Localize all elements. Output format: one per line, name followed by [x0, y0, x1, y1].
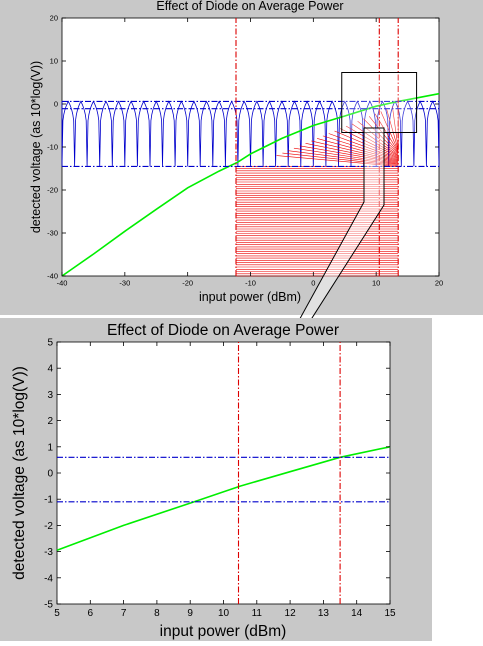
y-tick-label: -5: [44, 600, 53, 611]
top-chart-title: Effect of Diode on Average Power: [156, 0, 343, 13]
x-tick-label: 12: [285, 608, 297, 619]
x-tick-label: 13: [318, 608, 330, 619]
top-chart: -40 -30 -20 -10 0 10 20 -40 -30 -20 -10 0 10 20 Effec…: [0, 0, 483, 315]
x-tick-label: 0: [311, 279, 315, 288]
bottom-y-axis-title: detected voltage (as 10*log(V)): [11, 366, 28, 580]
bottom-x-axis-title: input power (dBm): [160, 623, 287, 640]
bottom-figure-panel: 5 6 7 8 9 10 11 12 13 14 15 -5 -4 -3 -2 -1 0 1 2 3 4 5 Effect…: [0, 318, 432, 646]
x-tick-label: -20: [182, 279, 193, 288]
y-tick-label: -40: [47, 272, 58, 281]
x-tick-label: 9: [187, 608, 193, 619]
y-tick-label: 2: [47, 416, 53, 427]
x-tick-label: 8: [154, 608, 160, 619]
top-x-axis-title: input power (dBm): [199, 290, 301, 304]
x-tick-label: 15: [384, 608, 396, 619]
top-y-axis-title: detected voltage (as 10*log(V)): [29, 61, 43, 233]
y-tick-label: -2: [44, 521, 53, 532]
y-tick-label: -10: [47, 143, 58, 152]
y-tick-label: 20: [50, 14, 58, 23]
y-tick-label: 5: [47, 338, 53, 349]
x-tick-label: -30: [119, 279, 130, 288]
y-tick-label: -20: [47, 186, 58, 195]
x-tick-label: 7: [121, 608, 127, 619]
bottom-plot-area: [56, 341, 391, 605]
y-tick-label: 10: [50, 57, 58, 66]
series-line-0: [61, 92, 440, 277]
y-tick-label: 0: [47, 469, 53, 480]
x-tick-label: -10: [245, 279, 256, 288]
x-tick-label: -40: [57, 279, 68, 288]
x-tick-label: 10: [218, 608, 230, 619]
top-figure-panel: -40 -30 -20 -10 0 10 20 -40 -30 -20 -10 0 10 20 Effec…: [0, 0, 483, 320]
x-tick-label: 5: [54, 608, 60, 619]
x-tick-label: 6: [88, 608, 94, 619]
y-tick-label: 0: [54, 100, 58, 109]
x-tick-label: 10: [372, 279, 380, 288]
x-tick-label: 14: [351, 608, 363, 619]
y-tick-label: -30: [47, 229, 58, 238]
x-tick-label: 20: [435, 279, 443, 288]
y-tick-label: 4: [47, 364, 53, 375]
y-tick-label: -1: [44, 495, 53, 506]
y-tick-label: 1: [47, 442, 53, 453]
x-tick-label: 11: [252, 608, 263, 619]
y-tick-label: -3: [44, 547, 53, 558]
y-tick-label: -4: [44, 573, 53, 584]
y-tick-label: 3: [47, 390, 53, 401]
bottom-chart-title: Effect of Diode on Average Power: [107, 322, 339, 339]
zoom-box: [341, 72, 418, 133]
